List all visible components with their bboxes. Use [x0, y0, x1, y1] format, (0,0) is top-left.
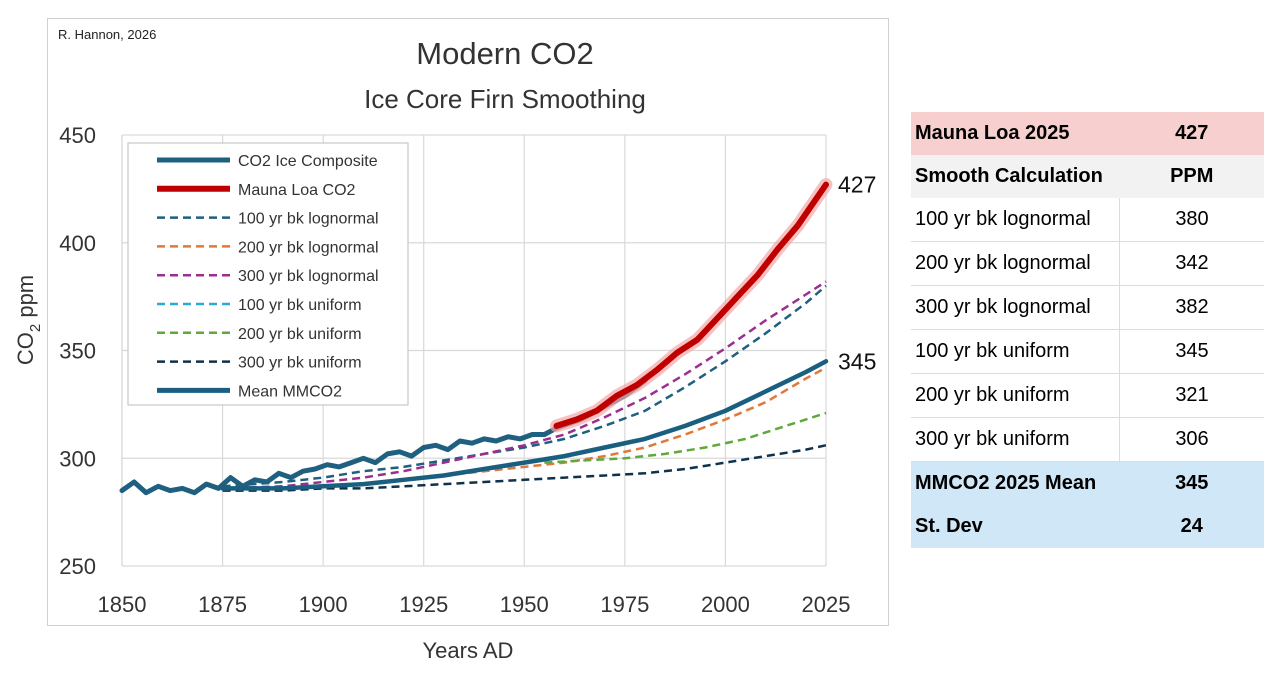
mauna-loa-row: Mauna Loa 2025 427 — [911, 112, 1264, 155]
row-label: 100 yr bk uniform — [911, 329, 1120, 374]
series-line-100-yr-bk-lognormal — [222, 284, 827, 488]
table-row: 200 yr bk uniform 321 — [911, 373, 1264, 418]
stdev-row: St. Dev 24 — [911, 505, 1264, 548]
x-tick-label: 1875 — [198, 592, 247, 617]
annotation-label: 427 — [838, 172, 876, 198]
row-label: 300 yr bk uniform — [911, 417, 1120, 462]
chart-subtitle: Ice Core Firn Smoothing — [364, 84, 646, 114]
table-row: 300 yr bk uniform 306 — [911, 417, 1264, 462]
legend-label: 300 yr bk lognormal — [238, 268, 379, 285]
stdev-label: St. Dev — [911, 505, 1120, 548]
header-value: PPM — [1119, 155, 1264, 198]
chart-frame — [47, 18, 889, 626]
series-line-co2-ice-composite — [119, 378, 648, 496]
y-tick-label: 300 — [59, 446, 96, 471]
y-tick-label: 350 — [59, 339, 96, 364]
y-tick-label: 450 — [59, 123, 96, 148]
row-value: 306 — [1119, 417, 1264, 462]
legend-label: 200 yr bk lognormal — [238, 239, 379, 256]
series-line-mauna-loa-co2 — [553, 181, 829, 429]
legend-label: CO2 Ice Composite — [238, 153, 378, 170]
legend-label: 300 yr bk uniform — [238, 355, 362, 372]
chart-title: Modern CO2 — [416, 36, 593, 71]
y-axis-label-subscript: 2 — [27, 324, 44, 332]
series-line-300-yr-bk-uniform — [222, 444, 827, 492]
table-row: 300 yr bk lognormal 382 — [911, 285, 1264, 330]
annotation-label: 345 — [838, 348, 876, 374]
table-header-row: Smooth Calculation PPM — [911, 155, 1264, 198]
mauna-loa-label: Mauna Loa 2025 — [911, 112, 1120, 155]
x-tick-label: 1950 — [500, 592, 549, 617]
row-label: 300 yr bk lognormal — [911, 285, 1120, 330]
x-tick-label: 1850 — [98, 592, 147, 617]
x-tick-label: 1925 — [399, 592, 448, 617]
x-axis-label: Years AD — [422, 638, 514, 663]
header-label: Smooth Calculation — [911, 155, 1120, 198]
row-label: 200 yr bk lognormal — [911, 241, 1120, 286]
row-value: 380 — [1119, 198, 1264, 242]
mean-value: 345 — [1119, 461, 1264, 505]
legend-label: Mauna Loa CO2 — [238, 182, 356, 199]
chart: R. Hannon, 2026 Modern CO2 Ice Core Firn S… — [13, 27, 876, 617]
y-axis-label-unit: ppm — [13, 275, 38, 324]
results-table: Mauna Loa 2025 427 Smooth Calculation PP… — [911, 112, 1264, 548]
row-value: 382 — [1119, 285, 1264, 330]
legend-label: 100 yr bk uniform — [238, 297, 362, 314]
table-row: 100 yr bk uniform 345 — [911, 329, 1264, 374]
legend-label: 200 yr bk uniform — [238, 326, 362, 343]
row-label: 200 yr bk uniform — [911, 373, 1120, 418]
mean-label: MMCO2 2025 Mean — [911, 461, 1120, 505]
row-value: 321 — [1119, 373, 1264, 418]
x-tick-label: 2000 — [701, 592, 750, 617]
x-tick-label: 2025 — [802, 592, 851, 617]
row-value: 342 — [1119, 241, 1264, 286]
series-line-mean-mmco2 — [220, 359, 829, 491]
stdev-value: 24 — [1119, 505, 1264, 548]
x-tick-label: 1975 — [600, 592, 649, 617]
row-label: 100 yr bk lognormal — [911, 198, 1120, 242]
y-axis-label-main: CO — [13, 332, 38, 365]
x-tick-label: 1900 — [299, 592, 348, 617]
row-value: 345 — [1119, 329, 1264, 374]
table-row: 100 yr bk lognormal 380 — [911, 198, 1264, 242]
credit-text: R. Hannon, 2026 — [58, 27, 156, 42]
mean-row: MMCO2 2025 Mean 345 — [911, 461, 1264, 505]
y-tick-label: 250 — [59, 554, 96, 579]
legend-label: Mean MMCO2 — [238, 383, 342, 400]
mauna-loa-value: 427 — [1119, 112, 1264, 155]
legend-label: 100 yr bk lognormal — [238, 211, 379, 228]
series-line-200-yr-bk-uniform — [544, 411, 827, 464]
table-row: 200 yr bk lognormal 342 — [911, 241, 1264, 286]
y-tick-label: 400 — [59, 231, 96, 256]
series-line-300-yr-bk-lognormal — [222, 280, 827, 490]
y-axis-label: CO2 ppm — [13, 275, 44, 365]
